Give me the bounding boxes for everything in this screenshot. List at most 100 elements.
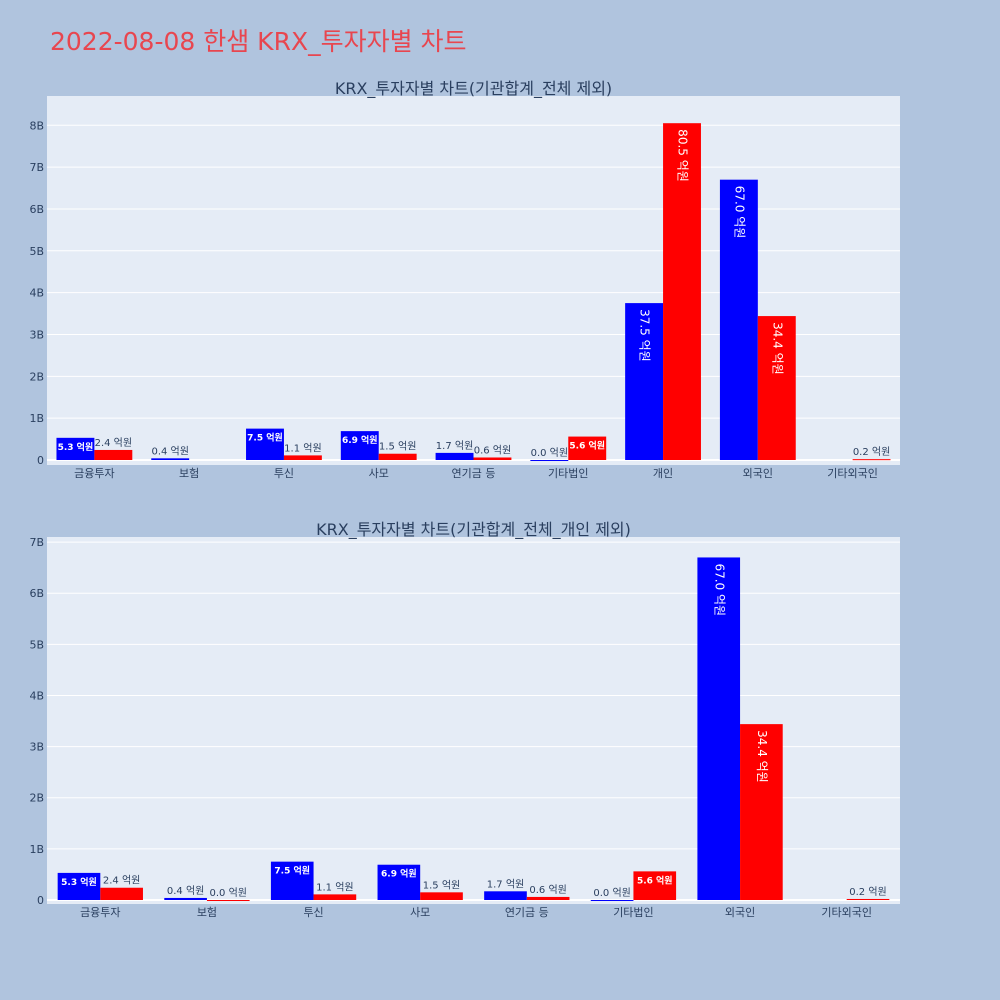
x-tick-label: 기타법인: [613, 906, 653, 919]
bar: [435, 452, 474, 460]
y-tick-label: 6B: [29, 587, 44, 600]
data-label: 34.4 억원: [770, 322, 784, 375]
bar: [633, 871, 677, 900]
bar: [663, 123, 701, 460]
y-tick-label: 3B: [29, 328, 44, 341]
data-label: 37.5 억원: [638, 309, 652, 362]
bar: [852, 459, 891, 461]
bar: [590, 900, 634, 901]
y-tick-label: 7B: [29, 161, 44, 174]
y-tick-label: 5B: [29, 638, 44, 651]
x-tick-label: 사모: [410, 906, 430, 919]
y-tick-label: 3B: [29, 741, 44, 754]
x-tick-label: 연기금 등: [505, 906, 549, 919]
data-label: 7.5 억원: [247, 432, 283, 444]
x-tick-label: 금융투자: [80, 906, 120, 919]
data-label: 1.7 억원: [487, 878, 524, 890]
bar: [697, 557, 741, 900]
x-tick-label: 개인: [653, 467, 673, 480]
data-label: 1.1 억원: [316, 881, 353, 893]
bar: [568, 436, 607, 460]
bar: [846, 898, 890, 900]
data-label: 80.5 억원: [676, 129, 690, 182]
bar: [151, 458, 190, 460]
bar: [164, 897, 207, 900]
data-label: 0.4 억원: [151, 445, 188, 457]
data-label: 5.3 억원: [61, 876, 97, 888]
panel-title: KRX_투자자별 차트(기관합계_전체 제외): [335, 79, 612, 99]
data-label: 2.4 억원: [95, 437, 132, 449]
y-tick-label: 8B: [29, 119, 44, 132]
x-tick-label: 기타외국인: [827, 467, 878, 480]
x-tick-label: 보험: [179, 467, 199, 480]
data-label: 5.6 억원: [637, 874, 673, 886]
data-label: 6.9 억원: [342, 434, 378, 446]
y-tick-label: 2B: [29, 792, 44, 805]
x-tick-label: 금융투자: [74, 467, 114, 480]
x-tick-label: 투신: [303, 906, 323, 919]
y-tick-label: 1B: [29, 843, 44, 856]
bar: [484, 891, 527, 900]
y-tick-label: 4B: [29, 287, 44, 300]
data-label: 0.4 억원: [167, 885, 204, 897]
data-label: 0.0 억원: [531, 447, 568, 459]
data-label: 67.0 억원: [732, 186, 746, 239]
bar: [206, 900, 250, 901]
x-tick-label: 보험: [197, 906, 217, 919]
y-tick-label: 2B: [29, 370, 44, 383]
panel-title: KRX_투자자별 차트(기관합계_전체_개인 제외): [316, 520, 631, 540]
chart-panel-1: 0 1B 2B 3B 4B 5B 6B 7B 8B KRX_투자자별 차트(기관합계_전체 제외)…: [29, 79, 900, 480]
bar: [246, 428, 284, 460]
y-tick-label: 1B: [29, 412, 44, 425]
data-label: 0.2 억원: [849, 886, 886, 898]
y-tick-label: 5B: [29, 245, 44, 258]
data-label: 0.2 억원: [853, 446, 890, 458]
chart-panel-2: 0 1B 2B 3B 4B 5B 6B 7B KRX_투자자별 차트(기관합계_전체_개인 제외…: [29, 520, 900, 919]
page-title: 2022-08-08 한샘 KRX_투자자별 차트: [50, 27, 467, 56]
data-label: 6.9 억원: [381, 868, 417, 880]
data-label: 7.5 억원: [274, 865, 310, 877]
bar: [530, 460, 569, 461]
y-tick-label: 0: [37, 454, 44, 467]
data-label: 1.1 억원: [284, 442, 321, 454]
bar: [340, 431, 379, 460]
data-label: 5.6 억원: [569, 440, 605, 452]
bar: [740, 724, 783, 900]
bar: [378, 453, 417, 460]
data-label: 34.4 억원: [755, 730, 769, 783]
y-tick-label: 4B: [29, 689, 44, 702]
bar: [377, 864, 421, 900]
x-tick-label: 외국인: [725, 906, 755, 919]
bar: [94, 449, 133, 460]
data-label: 2.4 억원: [103, 875, 140, 887]
data-label: 0.0 억원: [593, 887, 630, 899]
bar: [526, 896, 570, 900]
data-label: 1.5 억원: [423, 879, 460, 891]
x-tick-label: 기타법인: [548, 467, 588, 480]
y-tick-label: 6B: [29, 203, 44, 216]
data-label: 67.0 억원: [712, 563, 726, 616]
x-tick-label: 사모: [369, 467, 389, 480]
bar: [100, 887, 143, 900]
data-label: 0.0 억원: [210, 887, 247, 899]
bar: [420, 892, 463, 900]
bar: [757, 316, 796, 460]
x-tick-label: 투신: [274, 467, 294, 480]
data-label: 1.7 억원: [436, 440, 473, 452]
bar: [270, 861, 314, 900]
bar: [313, 894, 357, 900]
y-tick-label: 7B: [29, 536, 44, 549]
x-tick-label: 외국인: [743, 467, 773, 480]
data-label: 0.6 억원: [474, 444, 511, 456]
data-label: 0.6 억원: [529, 884, 566, 896]
bar: [283, 455, 322, 460]
bar: [473, 457, 512, 460]
data-label: 1.5 억원: [379, 441, 416, 453]
y-tick-label: 0: [37, 894, 44, 907]
x-tick-label: 기타외국인: [821, 906, 872, 919]
data-label: 5.3 억원: [58, 441, 94, 453]
bar: [719, 179, 758, 460]
bar: [56, 437, 95, 460]
x-tick-label: 연기금 등: [452, 467, 496, 480]
